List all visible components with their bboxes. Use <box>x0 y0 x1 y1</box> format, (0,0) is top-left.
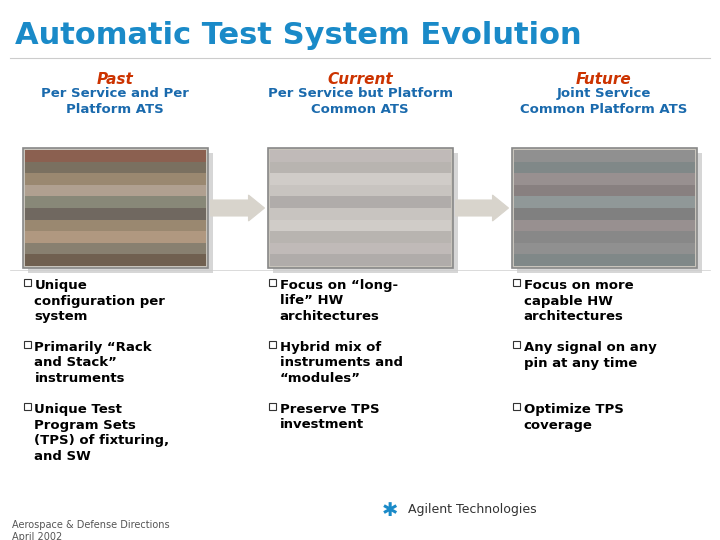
FancyBboxPatch shape <box>24 279 30 286</box>
Text: Focus on more
capable HW
architectures: Focus on more capable HW architectures <box>523 279 633 323</box>
FancyBboxPatch shape <box>513 173 695 185</box>
FancyBboxPatch shape <box>269 254 451 266</box>
FancyBboxPatch shape <box>269 173 451 185</box>
Text: Any signal on any
pin at any time: Any signal on any pin at any time <box>523 341 656 369</box>
FancyBboxPatch shape <box>269 243 451 254</box>
FancyBboxPatch shape <box>513 150 695 161</box>
FancyBboxPatch shape <box>269 185 451 197</box>
FancyBboxPatch shape <box>513 185 695 197</box>
Text: Primarily “Rack
and Stack”
instruments: Primarily “Rack and Stack” instruments <box>35 341 152 385</box>
FancyBboxPatch shape <box>24 197 205 208</box>
FancyBboxPatch shape <box>24 341 30 348</box>
FancyBboxPatch shape <box>24 208 205 220</box>
FancyBboxPatch shape <box>24 173 205 185</box>
FancyBboxPatch shape <box>268 148 452 268</box>
FancyBboxPatch shape <box>513 341 520 348</box>
FancyBboxPatch shape <box>513 197 695 208</box>
FancyArrow shape <box>456 195 508 221</box>
FancyBboxPatch shape <box>269 208 451 220</box>
Text: Preserve TPS
investment: Preserve TPS investment <box>279 403 379 431</box>
FancyBboxPatch shape <box>513 254 695 266</box>
FancyBboxPatch shape <box>269 403 276 410</box>
FancyBboxPatch shape <box>269 341 276 348</box>
Text: Hybrid mix of
instruments and
“modules”: Hybrid mix of instruments and “modules” <box>279 341 402 385</box>
Text: Joint Service
Common Platform ATS: Joint Service Common Platform ATS <box>521 87 688 116</box>
FancyBboxPatch shape <box>269 220 451 231</box>
Text: Optimize TPS
coverage: Optimize TPS coverage <box>523 403 624 431</box>
FancyBboxPatch shape <box>24 403 30 410</box>
FancyBboxPatch shape <box>516 153 701 273</box>
FancyBboxPatch shape <box>513 279 520 286</box>
FancyBboxPatch shape <box>269 197 451 208</box>
FancyBboxPatch shape <box>269 231 451 243</box>
FancyBboxPatch shape <box>24 231 205 243</box>
Text: Past: Past <box>96 72 133 87</box>
Text: Agilent Technologies: Agilent Technologies <box>408 503 536 516</box>
FancyBboxPatch shape <box>272 153 457 273</box>
FancyBboxPatch shape <box>513 231 695 243</box>
FancyBboxPatch shape <box>511 148 696 268</box>
FancyBboxPatch shape <box>269 279 276 286</box>
FancyBboxPatch shape <box>513 208 695 220</box>
FancyBboxPatch shape <box>513 243 695 254</box>
Text: Per Service and Per
Platform ATS: Per Service and Per Platform ATS <box>41 87 189 116</box>
FancyBboxPatch shape <box>24 243 205 254</box>
Text: Aerospace & Defense Directions
April 2002: Aerospace & Defense Directions April 200… <box>12 520 170 540</box>
Text: Unique Test
Program Sets
(TPS) of fixturing,
and SW: Unique Test Program Sets (TPS) of fixtur… <box>35 403 170 462</box>
Text: Future: Future <box>576 72 632 87</box>
Text: Per Service but Platform
Common ATS: Per Service but Platform Common ATS <box>268 87 452 116</box>
FancyBboxPatch shape <box>513 220 695 231</box>
FancyBboxPatch shape <box>269 161 451 173</box>
FancyBboxPatch shape <box>24 220 205 231</box>
Text: Current: Current <box>327 72 393 87</box>
FancyBboxPatch shape <box>24 161 205 173</box>
Text: Automatic Test System Evolution: Automatic Test System Evolution <box>15 21 582 50</box>
FancyBboxPatch shape <box>27 153 212 273</box>
FancyBboxPatch shape <box>24 150 205 161</box>
Text: ✱: ✱ <box>382 501 398 519</box>
FancyBboxPatch shape <box>513 403 520 410</box>
FancyBboxPatch shape <box>22 148 207 268</box>
FancyBboxPatch shape <box>24 185 205 197</box>
FancyArrow shape <box>210 195 264 221</box>
FancyBboxPatch shape <box>24 254 205 266</box>
Text: Unique
configuration per
system: Unique configuration per system <box>35 279 166 323</box>
FancyBboxPatch shape <box>513 161 695 173</box>
FancyBboxPatch shape <box>269 150 451 161</box>
Text: Focus on “long-
life” HW
architectures: Focus on “long- life” HW architectures <box>279 279 397 323</box>
